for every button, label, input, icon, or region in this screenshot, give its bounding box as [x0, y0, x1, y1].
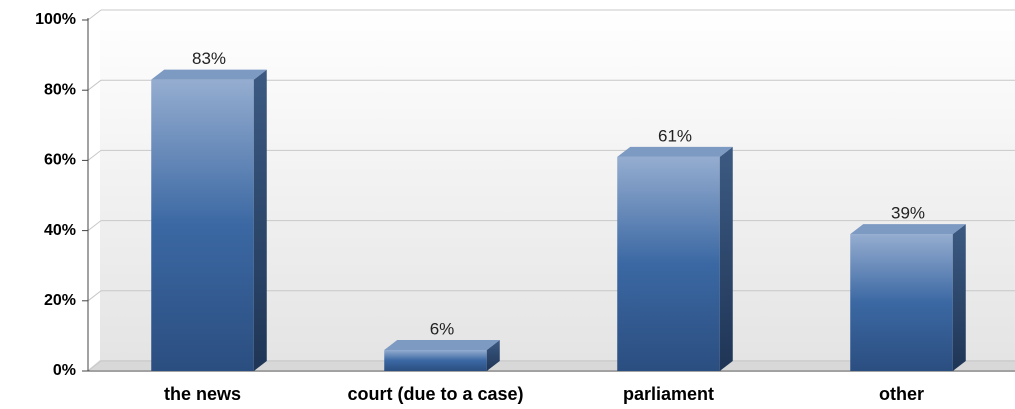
bar-top	[617, 146, 733, 157]
bar-side	[719, 146, 733, 371]
bar-front	[850, 234, 953, 371]
bar-side	[253, 69, 267, 372]
x-tick-label: other	[879, 384, 924, 404]
y-tick-label: 60%	[44, 152, 76, 169]
bar-side	[486, 339, 500, 371]
bar-side	[952, 224, 966, 371]
bar-front	[151, 79, 254, 372]
bar	[384, 339, 500, 371]
bar-top	[384, 339, 500, 350]
bar	[617, 146, 733, 371]
x-tick-label: parliament	[623, 384, 714, 404]
floor	[88, 360, 1015, 370]
grid-line	[87, 79, 102, 91]
bar	[151, 69, 267, 372]
value-label: 6%	[430, 319, 455, 338]
y-tick-label: 80%	[44, 81, 76, 98]
bar-front	[617, 156, 720, 371]
bar-front	[384, 349, 487, 371]
value-label: 61%	[658, 126, 692, 145]
bar	[850, 224, 966, 371]
y-tick-label: 20%	[44, 292, 76, 309]
grid-line	[87, 290, 102, 302]
grid-line	[87, 9, 102, 21]
value-label: 83%	[192, 49, 226, 68]
grid-line	[87, 220, 102, 231]
y-tick-label: 0%	[53, 362, 76, 379]
grid-line	[87, 150, 102, 161]
bar-top	[850, 224, 966, 235]
value-label: 39%	[891, 204, 925, 223]
x-tick-label: the news	[164, 384, 241, 404]
bar-top	[151, 69, 267, 80]
y-tick-label: 40%	[44, 222, 76, 239]
grid-line	[87, 360, 102, 372]
x-tick-label: court (due to a case)	[347, 384, 523, 404]
y-tick-label: 100%	[35, 11, 76, 28]
